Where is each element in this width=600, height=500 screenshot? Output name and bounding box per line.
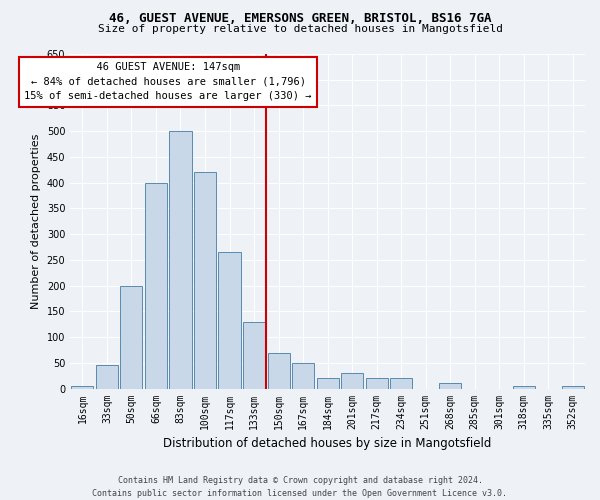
Bar xyxy=(71,386,94,388)
Bar xyxy=(562,386,584,388)
Bar xyxy=(169,131,191,388)
X-axis label: Distribution of detached houses by size in Mangotsfield: Distribution of detached houses by size … xyxy=(163,437,492,450)
Bar xyxy=(194,172,216,388)
Bar xyxy=(317,378,338,388)
Bar xyxy=(121,286,142,389)
Bar xyxy=(268,352,290,388)
Bar xyxy=(292,363,314,388)
Bar xyxy=(96,366,118,388)
Bar xyxy=(512,386,535,388)
Text: 46 GUEST AVENUE: 147sqm  
← 84% of detached houses are smaller (1,796)
15% of se: 46 GUEST AVENUE: 147sqm ← 84% of detache… xyxy=(25,62,312,102)
Bar xyxy=(243,322,265,388)
Bar xyxy=(439,384,461,388)
Text: 46, GUEST AVENUE, EMERSONS GREEN, BRISTOL, BS16 7GA: 46, GUEST AVENUE, EMERSONS GREEN, BRISTO… xyxy=(109,12,491,26)
Bar xyxy=(390,378,412,388)
Bar xyxy=(365,378,388,388)
Text: Contains HM Land Registry data © Crown copyright and database right 2024.
Contai: Contains HM Land Registry data © Crown c… xyxy=(92,476,508,498)
Bar xyxy=(218,252,241,388)
Bar xyxy=(145,182,167,388)
Y-axis label: Number of detached properties: Number of detached properties xyxy=(31,134,41,309)
Text: Size of property relative to detached houses in Mangotsfield: Size of property relative to detached ho… xyxy=(97,24,503,34)
Bar xyxy=(341,373,363,388)
